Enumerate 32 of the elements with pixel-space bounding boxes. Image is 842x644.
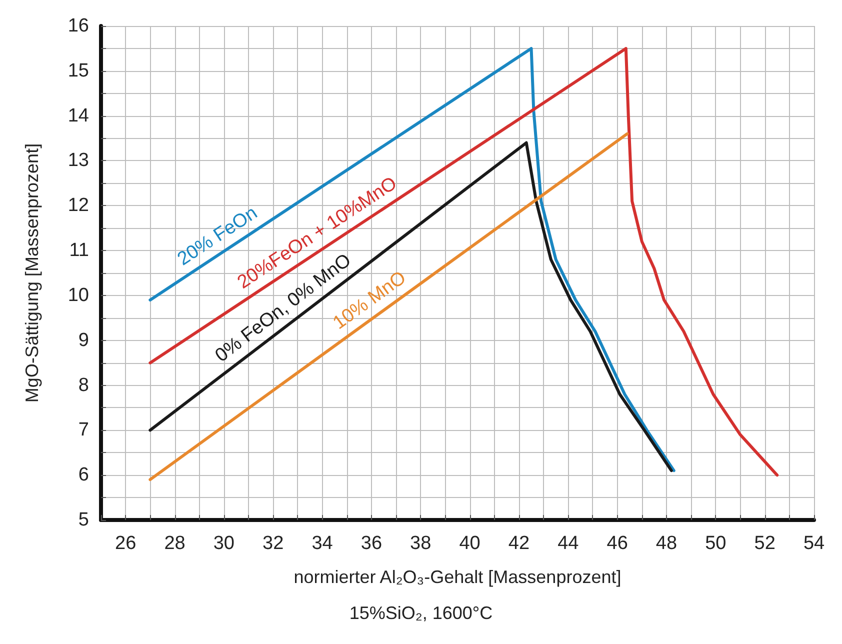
x-tick-label: 44 — [558, 533, 580, 554]
x-tick-label: 36 — [360, 533, 382, 554]
x-tick-label: 34 — [312, 533, 334, 554]
x-tick-label: 50 — [705, 533, 726, 554]
x-tick-label: 42 — [508, 533, 530, 554]
x-tick-label: 38 — [410, 533, 432, 554]
y-tick-label: 15 — [68, 60, 89, 82]
y-tick-label: 7 — [78, 420, 89, 441]
x-tick-label: 54 — [803, 533, 825, 554]
line-series — [148, 46, 676, 472]
y-tick-label: 11 — [69, 240, 89, 262]
x-tick-label: 52 — [754, 533, 776, 554]
y-tick-label: 9 — [78, 330, 89, 351]
x-tick-label: 32 — [262, 533, 284, 554]
x-tick-label: 40 — [459, 533, 480, 554]
y-tick-label: 10 — [68, 284, 89, 306]
y-tick-label: 13 — [68, 150, 89, 172]
y-tick-label: 6 — [78, 464, 89, 486]
x-tick-label: 26 — [115, 533, 136, 554]
x-tick-label: 30 — [213, 533, 234, 554]
x-tick-label: 48 — [656, 533, 678, 554]
y-tick-label: 5 — [78, 510, 89, 530]
y-tick-label: 12 — [68, 195, 89, 216]
y-tick-label: 8 — [78, 374, 89, 396]
line-series — [148, 46, 779, 477]
x-axis-title: normierter Al₂O₃-Gehalt [Massenprozent] — [294, 567, 622, 587]
y-axis-title: MgO-Sättigung [Massenprozent] — [22, 143, 42, 403]
text: 15%SiO₂, 1600°C — [349, 603, 493, 623]
y-tick-label: 14 — [68, 105, 90, 126]
x-tick-label: 28 — [164, 533, 186, 554]
y-tick-label: 16 — [68, 16, 89, 36]
x-tick-label: 46 — [606, 533, 628, 554]
